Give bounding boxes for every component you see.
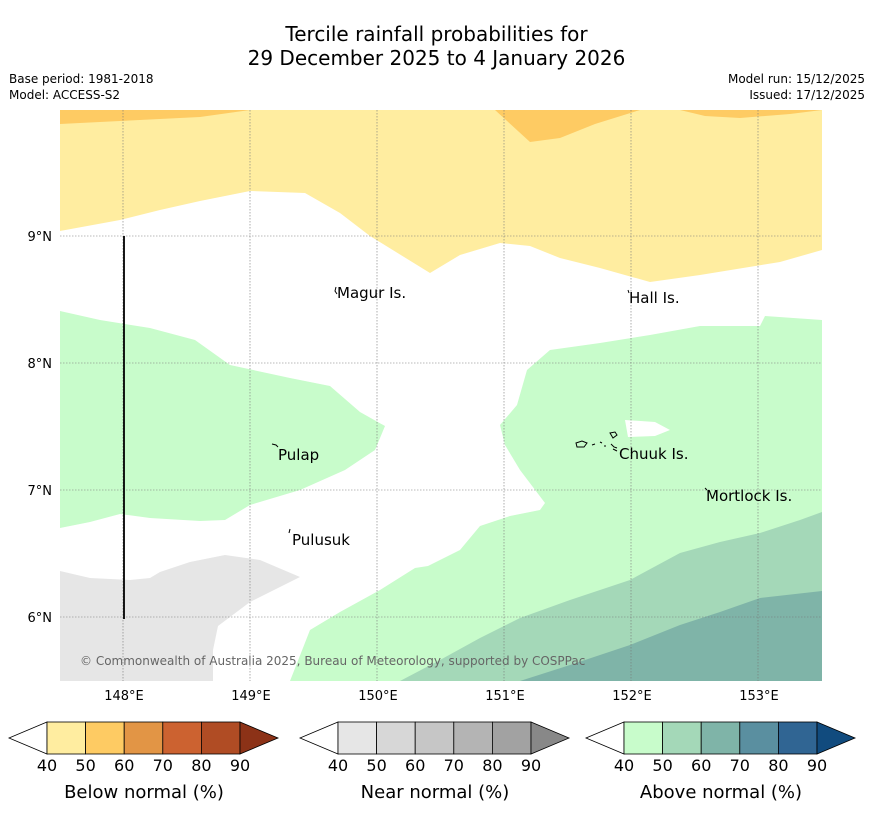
below-colorbar-min-arrow — [7, 721, 48, 755]
below-colorbar-segment — [162, 721, 202, 755]
below-colorbar-max-arrow — [239, 721, 280, 755]
near-colorbar-tick: 40 — [328, 756, 348, 775]
base-period: Base period: 1981-2018 — [9, 72, 154, 86]
place-label-chuuk: Chuuk Is. — [619, 445, 688, 463]
title-line-1: Tercile rainfall probabilities for — [285, 22, 588, 46]
map-title: Tercile rainfall probabilities for 29 De… — [0, 22, 873, 70]
near-colorbar-tick: 70 — [444, 756, 464, 775]
lat-label-6n: 6°N — [28, 611, 53, 626]
place-label-pulap: Pulap — [278, 446, 319, 464]
white-pocket-chuuk — [625, 420, 670, 437]
mortlock-island-shape — [704, 487, 708, 491]
lon-label-152e: 152°E — [612, 689, 652, 704]
island-shapes — [271, 286, 708, 534]
chuuk-island-shape — [575, 431, 618, 452]
above-colorbar-tick: 90 — [807, 756, 827, 775]
above-colorbar-min-arrow — [584, 721, 625, 755]
near-colorbar-tick: 80 — [482, 756, 502, 775]
below-colorbar-tick: 70 — [153, 756, 173, 775]
near-colorbar-segment — [376, 721, 416, 755]
hall-island-shape — [627, 289, 630, 294]
above-colorbar-segment — [777, 721, 818, 755]
near-colorbar-tick: 60 — [405, 756, 425, 775]
near-colorbar-max-arrow — [530, 721, 571, 755]
above-colorbar-tick: 80 — [768, 756, 788, 775]
below-normal-50-60-region — [60, 110, 250, 124]
meta-right: Model run: 15/12/2025 Issued: 17/12/2025 — [728, 71, 865, 103]
pulusuk-island-shape — [288, 528, 291, 534]
lat-label-7n: 7°N — [28, 484, 53, 499]
colorbar-near-normal: 40 50 60 70 80 90 — [298, 721, 571, 775]
above-colorbar-segment — [739, 721, 779, 755]
below-colorbar-tick: 60 — [114, 756, 134, 775]
above-colorbar-max-arrow — [816, 721, 857, 755]
colorbar-above-normal: 40 50 60 70 80 90 — [584, 721, 857, 775]
above-colorbar-tick: 60 — [691, 756, 711, 775]
meta-left: Base period: 1981-2018 Model: ACCESS-S2 — [9, 71, 154, 103]
above-colorbar-segment — [662, 721, 702, 755]
above-colorbar-tick: 40 — [614, 756, 634, 775]
above-colorbar-segment — [623, 721, 663, 755]
copyright-notice: © Commonwealth of Australia 2025, Bureau… — [80, 654, 585, 668]
place-label-mortlock: Mortlock Is. — [706, 487, 792, 505]
below-colorbar-segment — [200, 721, 241, 755]
below-colorbar-segment — [46, 721, 86, 755]
gridlines — [60, 110, 822, 681]
magur-island-shape — [334, 286, 338, 295]
below-colorbar-tick: 50 — [75, 756, 95, 775]
below-normal-40-50-region — [60, 110, 822, 282]
longitude-labels: 148°E 149°E 150°E 151°E 152°E 153°E — [104, 689, 779, 704]
colorbar-above-label: Above normal (%) — [640, 782, 802, 803]
place-label-pulusuk: Pulusuk — [292, 531, 350, 549]
below-colorbar-segment — [123, 721, 164, 755]
issued-date: Issued: 17/12/2025 — [749, 88, 865, 102]
near-colorbar-segment — [414, 721, 455, 755]
lon-label-148e: 148°E — [104, 689, 144, 704]
below-normal-50-60-region-3 — [680, 110, 822, 118]
title-line-2: 29 December 2025 to 4 January 2026 — [247, 46, 626, 70]
model-name: Model: ACCESS-S2 — [9, 88, 121, 102]
model-run: Model run: 15/12/2025 — [727, 72, 865, 86]
near-colorbar-segment — [337, 721, 377, 755]
pulap-island-shape — [271, 443, 279, 448]
below-colorbar-segment — [85, 721, 125, 755]
colorbar-below-label: Below normal (%) — [64, 782, 224, 803]
colorbar-near-label: Near normal (%) — [361, 782, 510, 803]
below-colorbar-tick: 40 — [37, 756, 57, 775]
lon-label-151e: 151°E — [485, 689, 525, 704]
latitude-labels: 9°N 8°N 7°N 6°N — [28, 230, 53, 626]
colorbar-below-normal: 40 50 60 70 80 90 — [7, 721, 280, 775]
lon-label-150e: 150°E — [358, 689, 398, 704]
below-normal-50-60-region-2 — [495, 110, 640, 142]
above-normal-40-50-west-region — [60, 311, 385, 528]
near-colorbar-tick: 90 — [521, 756, 541, 775]
map-area[interactable]: Magur Is. Hall Is. Pulap Chuuk Is. Mortl… — [60, 110, 822, 681]
above-colorbar-segment — [700, 721, 741, 755]
place-label-hall: Hall Is. — [629, 289, 680, 307]
near-colorbar-segment — [491, 721, 532, 755]
above-normal-60-70-region — [520, 591, 822, 681]
place-label-magur: Magur Is. — [337, 284, 406, 302]
near-colorbar-min-arrow — [298, 721, 339, 755]
lon-label-153e: 153°E — [739, 689, 779, 704]
lat-label-8n: 8°N — [28, 357, 53, 372]
below-colorbar-tick: 90 — [230, 756, 250, 775]
above-colorbar-tick: 50 — [652, 756, 672, 775]
near-colorbar-tick: 50 — [366, 756, 386, 775]
lon-label-149e: 149°E — [231, 689, 271, 704]
near-normal-40-50-region — [60, 555, 300, 681]
lat-label-9n: 9°N — [28, 230, 53, 245]
above-colorbar-tick: 70 — [730, 756, 750, 775]
near-colorbar-segment — [453, 721, 493, 755]
below-colorbar-tick: 80 — [191, 756, 211, 775]
